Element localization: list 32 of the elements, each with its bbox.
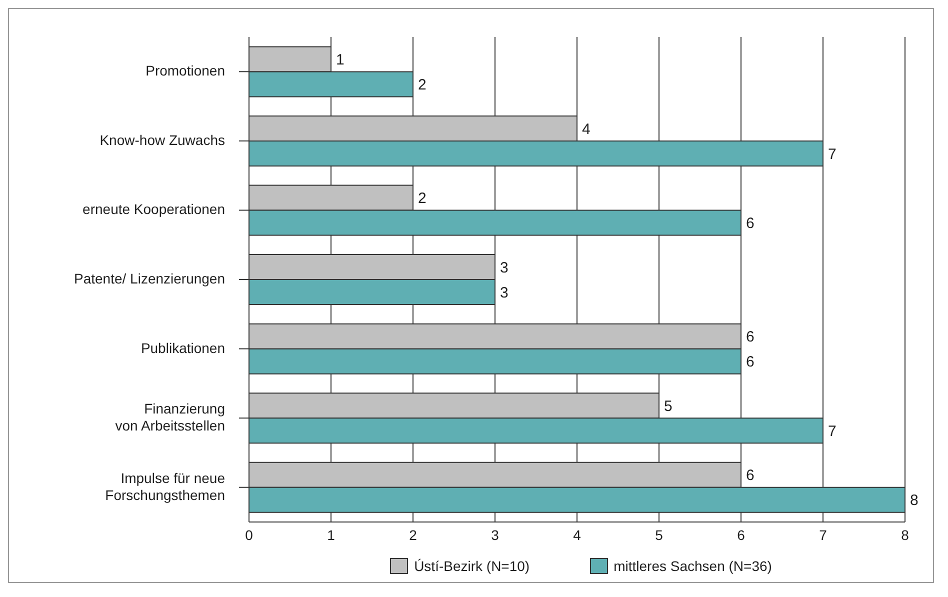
data-label: 3 <box>500 284 508 302</box>
x-tick-label: 4 <box>573 526 582 543</box>
data-label: 2 <box>418 190 426 208</box>
x-tick-label: 7 <box>819 526 828 543</box>
legend-label: mittleres Sachsen (N=36) <box>614 558 772 574</box>
x-tick-label: 0 <box>245 526 254 543</box>
y-tick-label: Publikationen <box>140 339 225 356</box>
y-tick-label: Finanzierung von Arbeitsstellen <box>115 400 225 434</box>
data-label: 2 <box>418 76 426 94</box>
data-label: 4 <box>582 120 590 138</box>
data-label: 7 <box>828 422 836 440</box>
y-tick-label: erneute Kooperationen <box>82 200 225 217</box>
y-tick-label: Impulse für neue Forschungsthemen <box>105 470 226 503</box>
data-label: 6 <box>746 354 754 371</box>
x-tick-label: 8 <box>901 526 910 543</box>
data-label: 3 <box>500 259 508 276</box>
x-tick-label: 6 <box>737 526 746 543</box>
data-label: 5 <box>664 398 672 415</box>
data-label: 6 <box>746 215 754 232</box>
legend-label: Ústí-Bezirk (N=10) <box>414 558 530 574</box>
y-tick-label: Know-how Zuwachs <box>100 132 225 148</box>
y-tick-label: Promotionen <box>146 62 225 78</box>
data-label: 1 <box>336 52 344 69</box>
data-label: 6 <box>746 467 754 484</box>
x-tick-label: 3 <box>491 526 500 543</box>
x-tick-label: 5 <box>655 526 664 543</box>
y-tick-label: Patente/ Lizenzierungen <box>74 270 225 286</box>
data-label: 8 <box>910 492 918 510</box>
x-tick-label: 2 <box>409 526 418 543</box>
data-label: 6 <box>746 328 754 346</box>
x-tick-label: 1 <box>327 526 336 543</box>
data-label: 7 <box>828 146 836 163</box>
